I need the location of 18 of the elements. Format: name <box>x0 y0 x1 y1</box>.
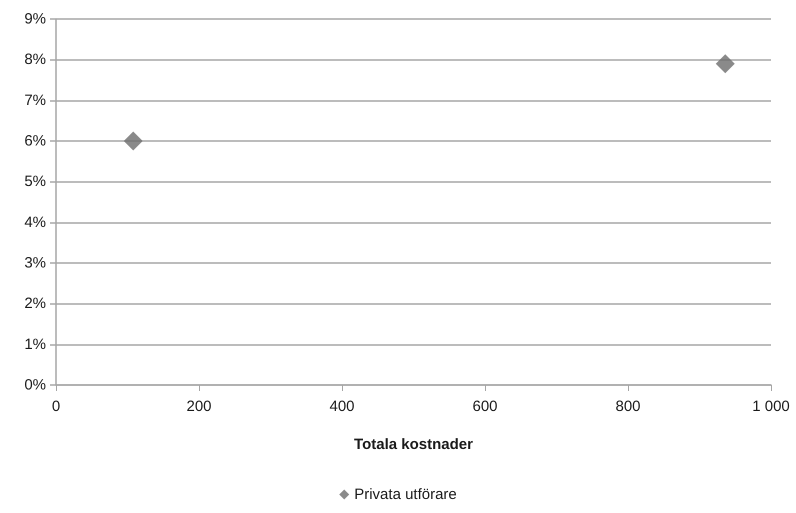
x-tick-label: 0 <box>52 398 60 415</box>
y-tick-label: 3% <box>24 254 46 272</box>
legend-label: Privata utförare <box>354 486 457 503</box>
x-tick-label: 1 000 <box>752 398 790 415</box>
x-tick-label: 400 <box>329 398 355 415</box>
y-tick-label: 8% <box>24 51 46 68</box>
y-tick-label: 7% <box>24 92 46 109</box>
x-tick-label: 600 <box>472 398 498 415</box>
x-tick-label: 800 <box>615 398 641 415</box>
y-tick-label: 0% <box>24 376 46 394</box>
y-tick-label: 1% <box>24 336 46 353</box>
y-tick-label: 9% <box>24 10 46 28</box>
x-axis-title: Totala kostnader <box>354 436 474 453</box>
y-tick-label: 6% <box>24 132 46 150</box>
x-tick-label: 200 <box>186 398 212 415</box>
y-tick-label: 5% <box>24 173 46 190</box>
y-tick-label: 4% <box>24 214 46 231</box>
y-tick-label: 2% <box>24 295 46 312</box>
